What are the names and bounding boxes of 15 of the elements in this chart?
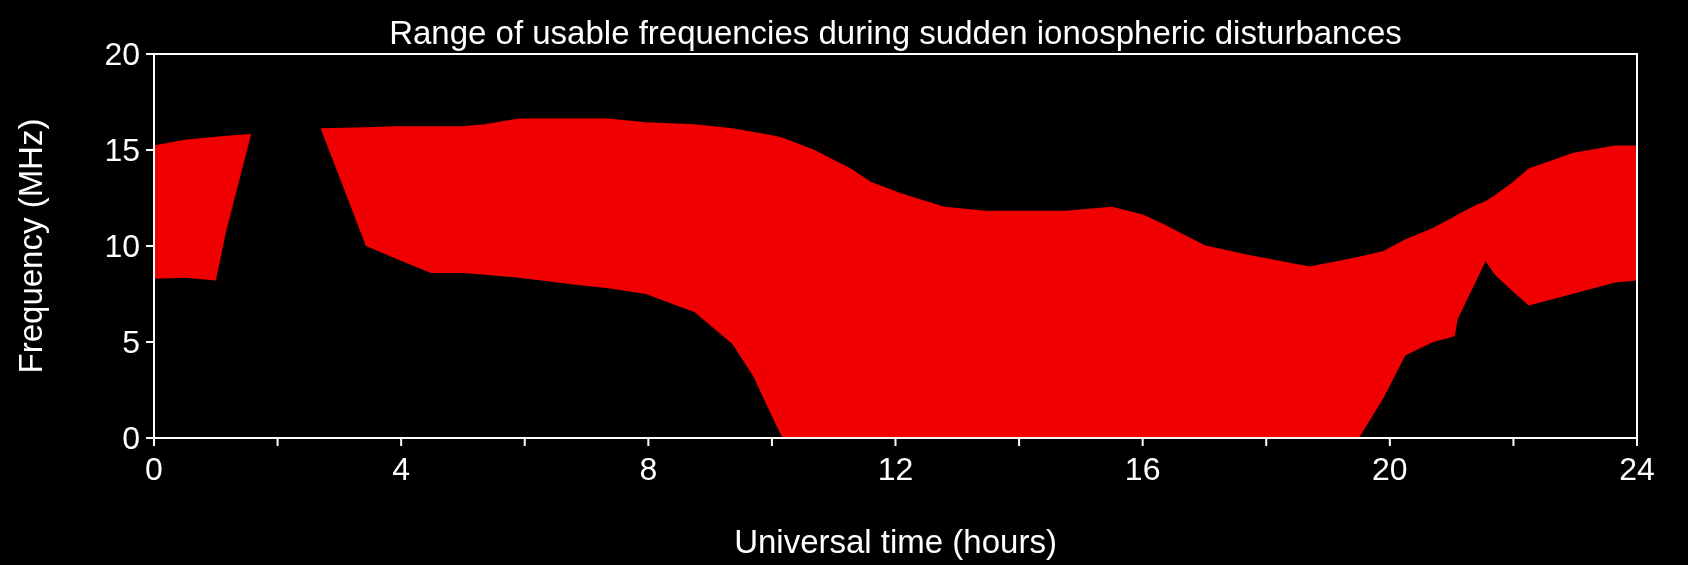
y-tick-label: 5 [122, 324, 140, 361]
y-axis-title: Frequency (MHz) [12, 118, 49, 374]
x-tick-label: 4 [392, 451, 411, 487]
x-tick-label: 12 [877, 451, 914, 487]
y-tick-label: 20 [104, 36, 140, 73]
y-tick-label: 10 [104, 228, 140, 265]
x-tick-label: 0 [145, 451, 163, 487]
y-tick-label: 15 [104, 132, 140, 169]
x-axis-title: Universal time (hours) [734, 523, 1057, 560]
x-tick-label: 8 [639, 451, 658, 487]
x-tick-label: 16 [1124, 451, 1161, 487]
chart-title: Range of usable frequencies during sudden ionospheric disturbances [389, 14, 1402, 51]
y-tick-label: 0 [122, 420, 140, 457]
x-tick-label: 20 [1372, 451, 1408, 487]
x-tick-label: 24 [1619, 451, 1655, 487]
